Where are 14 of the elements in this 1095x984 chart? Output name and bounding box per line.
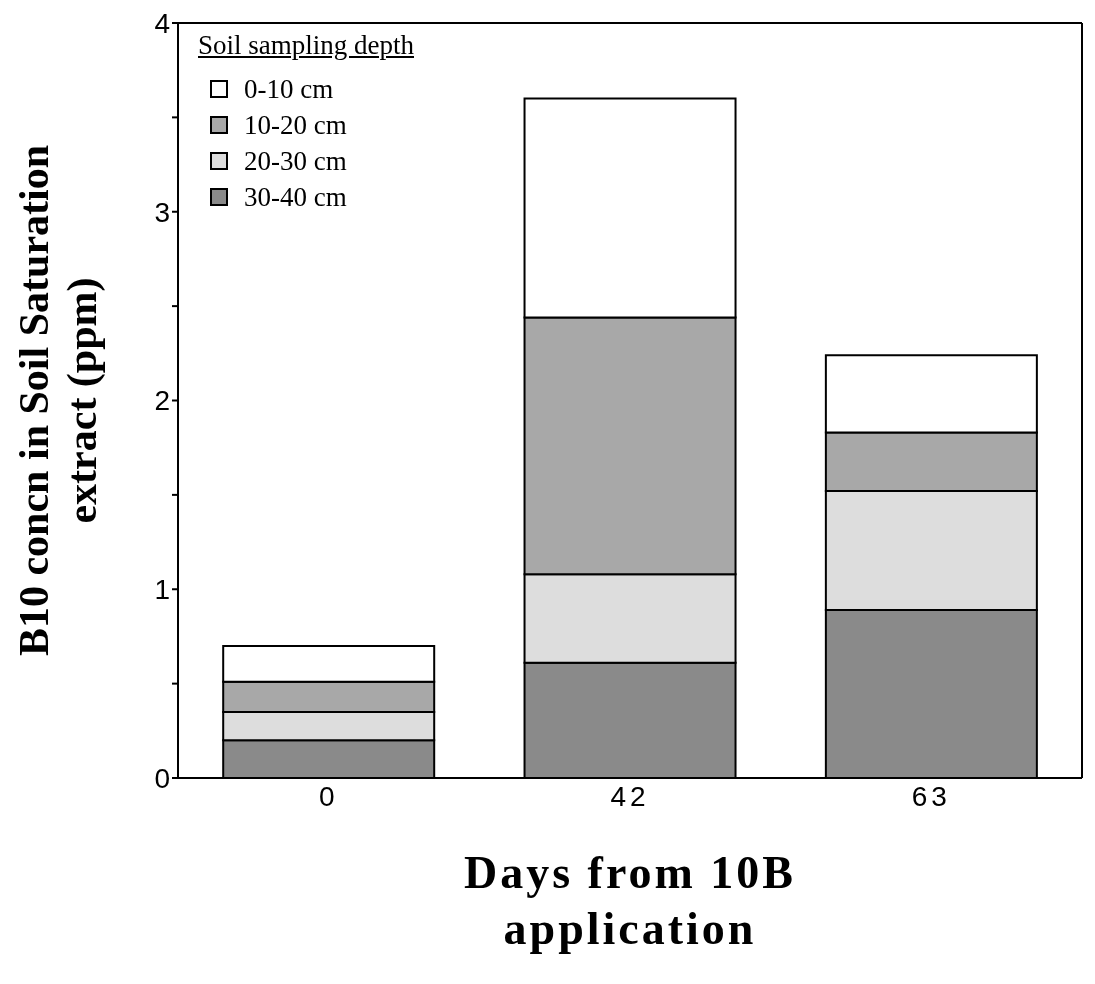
y-tick-label: 2 <box>154 385 170 417</box>
x-tick-label: 42 <box>610 780 650 812</box>
x-tick-label: 63 <box>911 780 951 812</box>
legend-label: 30-40 cm <box>244 181 347 213</box>
y-tick-label: 4 <box>154 7 170 39</box>
y-axis-title: B10 concn in Soil Saturation extract (ppm) <box>11 144 106 657</box>
x-axis-title: Days from 10B application <box>463 847 797 954</box>
legend-label: 10-20 cm <box>244 109 347 141</box>
x-tick-label: 0 <box>318 780 339 812</box>
legend-label: 0-10 cm <box>244 73 334 105</box>
legend-title: Soil sampling depth <box>198 30 414 61</box>
y-tick-label: 1 <box>154 574 170 606</box>
y-tick-label: 3 <box>154 196 170 228</box>
legend-label: 20-30 cm <box>244 145 347 177</box>
